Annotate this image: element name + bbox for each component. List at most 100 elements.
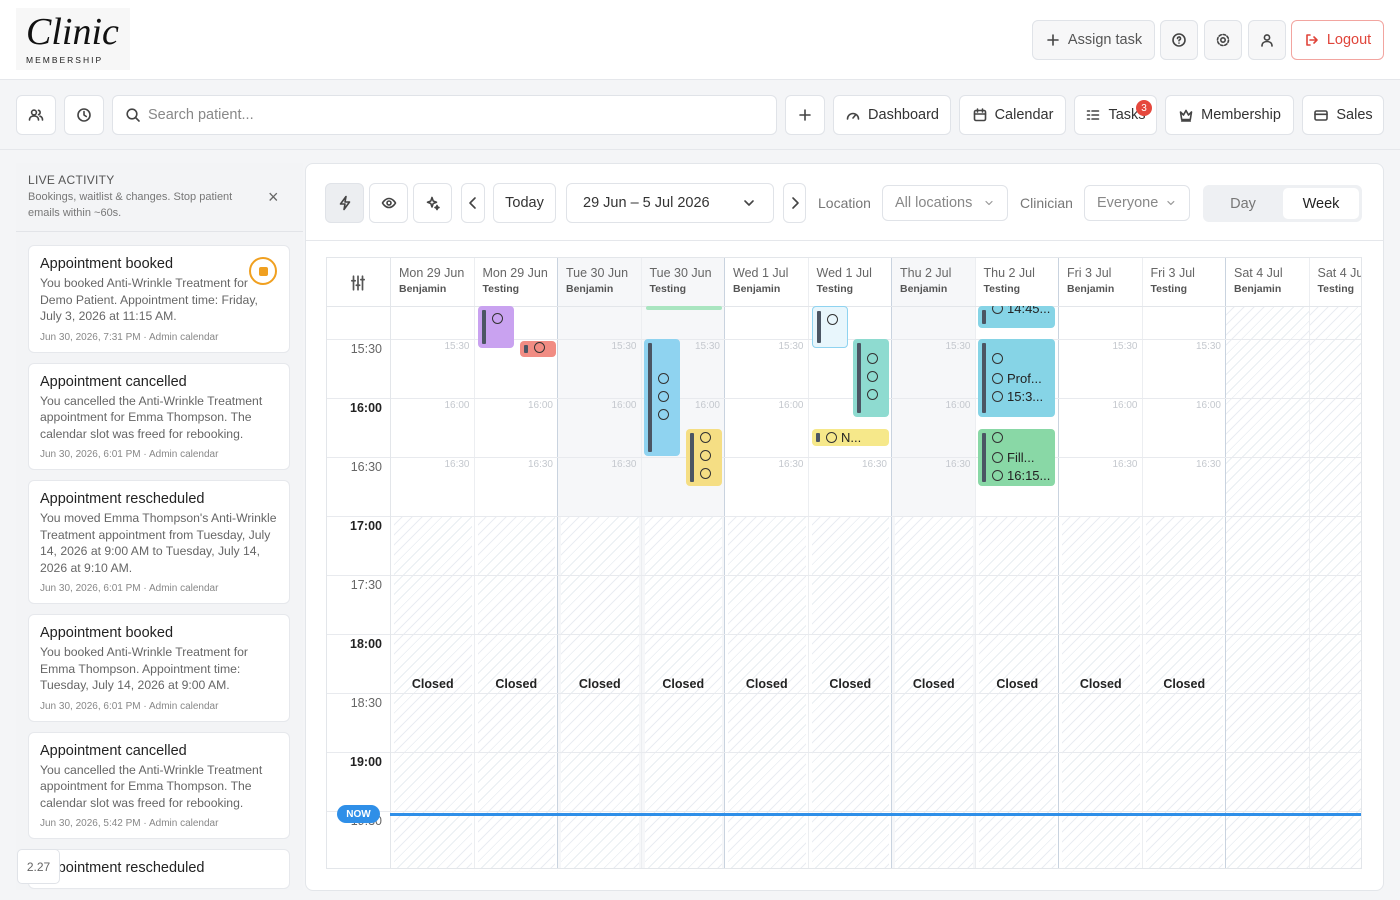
ai-button[interactable] xyxy=(413,183,452,223)
column-day: Fri 3 Jul xyxy=(1150,266,1195,280)
slot-time-label: 16:00 xyxy=(1112,400,1138,411)
appointment-icon xyxy=(658,409,669,420)
quick-button[interactable] xyxy=(325,183,364,223)
appointment-icon xyxy=(658,373,669,384)
activity-meta: Jun 30, 2026, 6:01 PM · Admin calendar xyxy=(40,449,219,460)
profile-button[interactable] xyxy=(1248,20,1286,60)
appointment[interactable] xyxy=(478,306,514,348)
appointment-line: Fill... xyxy=(992,450,1034,465)
nav-dashboard[interactable]: Dashboard xyxy=(833,95,951,135)
column-day: Sat 4 Jul xyxy=(1317,266,1362,280)
column-clinician: Benjamin xyxy=(1234,283,1282,295)
closed-label: Closed xyxy=(411,677,454,691)
appointment[interactable]: 14:45... xyxy=(978,306,1055,328)
day-column: Thu 2 Jul Benjamin 15:30 16:00 16:30 Closed xyxy=(891,258,975,868)
column-clinician: Benjamin xyxy=(733,283,781,295)
add-button[interactable] xyxy=(785,95,825,135)
column-clinician: Benjamin xyxy=(399,283,447,295)
column-day: Mon 29 Jun xyxy=(482,266,548,280)
appointment[interactable] xyxy=(686,429,722,486)
appointment[interactable] xyxy=(644,339,680,456)
slot-time-label: 16:30 xyxy=(945,459,971,470)
slot-time-label: 15:30 xyxy=(1112,341,1138,352)
slot-time-label: 15:30 xyxy=(945,341,971,352)
row-line xyxy=(327,811,1361,812)
patients-button[interactable] xyxy=(16,95,56,135)
activity-title: Appointment booked xyxy=(40,625,174,641)
view-toggle: Day Week xyxy=(1203,185,1362,222)
appointment[interactable]: Prof... 15:3... xyxy=(978,339,1055,417)
appointment-line xyxy=(867,371,878,382)
activity-card[interactable]: Appointment rescheduled You moved Emma Th… xyxy=(28,480,290,604)
logout-button[interactable]: Logout xyxy=(1291,20,1384,60)
appointment-line xyxy=(867,353,878,364)
day-column: Sat 4 Jul Benjamin xyxy=(1225,258,1310,868)
calendar-grid: Mon 29 Jun Benjamin 15:30 16:00 16:30 Closed M… xyxy=(326,257,1362,869)
column-clinician: Benjamin xyxy=(1067,283,1115,295)
appointment[interactable] xyxy=(646,306,722,310)
today-button[interactable]: Today xyxy=(493,183,556,223)
appointment-text: Prof... xyxy=(1007,371,1042,386)
top-bar: Clinic MEMBERSHIP Assign task Logout xyxy=(0,0,1400,80)
activity-title: Appointment cancelled xyxy=(40,742,187,759)
logo[interactable]: Clinic MEMBERSHIP xyxy=(16,8,130,70)
history-button[interactable] xyxy=(64,95,104,135)
column-clinician: Testing xyxy=(1317,283,1355,295)
appointment-text: 14:45... xyxy=(1007,306,1051,316)
view-week[interactable]: Week xyxy=(1283,188,1359,219)
activity-card[interactable]: Appointment booked You booked Anti-Wrinkl… xyxy=(28,245,290,353)
next-button[interactable] xyxy=(783,183,806,223)
appointment[interactable] xyxy=(853,339,889,417)
slot-time-label: 16:30 xyxy=(1195,459,1221,470)
appointment[interactable] xyxy=(812,306,848,348)
row-line xyxy=(327,516,1361,517)
range-picker[interactable]: 29 Jun – 5 Jul 2026 xyxy=(566,183,774,223)
search-input[interactable]: Search patient... xyxy=(112,95,777,135)
activity-card[interactable]: Appointment rescheduled xyxy=(28,849,290,889)
settings-button[interactable] xyxy=(1204,20,1242,60)
slot-time-label: 16:30 xyxy=(861,459,887,470)
appointment[interactable] xyxy=(520,341,556,357)
slot-time-label: 16:00 xyxy=(527,400,553,411)
appointment-bar xyxy=(690,433,694,482)
slot-time-label: 15:30 xyxy=(694,341,720,352)
clinician-select[interactable]: Everyone xyxy=(1084,185,1190,221)
unavailable-day xyxy=(1309,306,1361,868)
day-column: Wed 1 Jul Benjamin 15:30 16:00 16:30 Closed xyxy=(724,258,808,868)
nav-membership[interactable]: Membership xyxy=(1165,95,1294,135)
activity-card[interactable]: Appointment cancelled You cancelled the A… xyxy=(28,731,290,839)
close-activity[interactable]: × xyxy=(268,187,279,207)
activity-title: Appointment booked xyxy=(40,256,174,272)
column-day: Thu 2 Jul xyxy=(900,266,952,280)
logout-label: Logout xyxy=(1326,32,1372,48)
slot-time-label: 15:30 xyxy=(611,341,637,352)
activity-card[interactable]: Appointment booked You booked Anti-Wrinkl… xyxy=(28,614,290,722)
nav-calendar[interactable]: Calendar xyxy=(959,95,1066,135)
pending-indicator[interactable] xyxy=(249,257,277,285)
activity-body: You moved Emma Thompson's Anti-Wrinkle T… xyxy=(40,511,277,575)
location-select[interactable]: All locations xyxy=(882,185,1008,221)
appointment-bar xyxy=(817,311,821,343)
visibility-button[interactable] xyxy=(369,183,408,223)
grid-settings-icon[interactable] xyxy=(349,274,367,297)
appointment-icon xyxy=(992,470,1003,481)
appointment-bar xyxy=(524,345,528,353)
appointment[interactable]: Fill... 16:15... xyxy=(978,429,1055,486)
assign-task-button[interactable]: Assign task xyxy=(1032,20,1155,60)
activity-card[interactable]: Appointment cancelled You cancelled the A… xyxy=(28,362,290,470)
appointment-icon xyxy=(827,314,838,325)
help-button[interactable] xyxy=(1160,20,1198,60)
slot-time-label: 16:30 xyxy=(778,459,804,470)
nav-tasks[interactable]: Tasks 3 xyxy=(1074,95,1157,135)
appointment-bar xyxy=(816,433,820,442)
column-day: Tue 30 Jun xyxy=(566,266,629,280)
appointment-icon xyxy=(658,391,669,402)
appointment-icon xyxy=(992,306,1003,314)
view-day[interactable]: Day xyxy=(1230,195,1256,212)
appointment[interactable]: N... xyxy=(812,429,889,446)
column-day: Tue 30 Jun xyxy=(649,266,712,280)
row-line xyxy=(327,752,1361,753)
prev-button[interactable] xyxy=(461,183,485,223)
nav-sales[interactable]: Sales xyxy=(1302,95,1384,135)
